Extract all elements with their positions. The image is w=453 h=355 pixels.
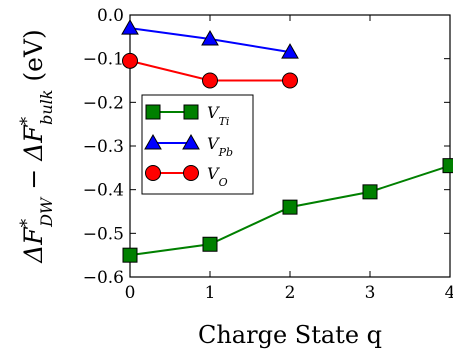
x-axis: 0 1 2 3 4 bbox=[125, 15, 453, 303]
x-tick-label: 3 bbox=[365, 283, 376, 303]
legend-marker bbox=[145, 165, 161, 181]
data-point bbox=[442, 158, 453, 174]
y-axis-label: ΔF*DW − ΔF*bulk (eV) bbox=[17, 29, 56, 264]
x-axis-label: Charge State q bbox=[198, 321, 382, 349]
legend-entry: VO bbox=[145, 164, 228, 189]
series-v-o bbox=[122, 52, 298, 89]
legend-marker bbox=[183, 104, 199, 120]
legend: VTi VPb VO bbox=[141, 94, 254, 195]
legend-label: VO bbox=[207, 164, 228, 189]
legend-label: VTi bbox=[207, 103, 229, 128]
x-tick-label: 0 bbox=[125, 283, 136, 303]
series-v-pb bbox=[121, 19, 299, 59]
data-point bbox=[122, 247, 138, 263]
data-point bbox=[282, 199, 298, 215]
y-tick-label: −0.4 bbox=[83, 181, 124, 201]
y-tick-label: 0.0 bbox=[97, 6, 124, 26]
legend-entry: VTi bbox=[145, 103, 229, 128]
y-tick-label: −0.5 bbox=[83, 224, 124, 244]
legend-entry: VPb bbox=[144, 133, 233, 159]
x-tick-label: 4 bbox=[445, 283, 453, 303]
data-point bbox=[202, 72, 218, 89]
data-point bbox=[201, 30, 219, 46]
y-tick-label: −0.2 bbox=[83, 93, 124, 113]
series-v-ti bbox=[122, 158, 453, 263]
data-point bbox=[282, 72, 298, 89]
y-tick-label: −0.1 bbox=[83, 50, 124, 70]
y-tick-label: −0.3 bbox=[83, 137, 124, 157]
legend-label: VPb bbox=[207, 134, 233, 159]
legend-marker bbox=[145, 104, 161, 120]
legend-marker bbox=[144, 133, 162, 150]
series-layer bbox=[121, 19, 453, 263]
legend-marker bbox=[182, 133, 200, 150]
y-tick-label: −0.6 bbox=[83, 268, 124, 288]
data-point bbox=[122, 52, 138, 69]
legend-marker bbox=[183, 165, 199, 181]
data-point bbox=[202, 236, 218, 252]
data-point bbox=[362, 184, 378, 200]
data-point bbox=[281, 43, 299, 59]
x-tick-label: 1 bbox=[205, 283, 216, 303]
data-point bbox=[121, 19, 139, 35]
y-axis: 0.0 −0.1 −0.2 −0.3 −0.4 −0.5 −0.6 bbox=[83, 6, 450, 288]
x-tick-label: 2 bbox=[285, 283, 296, 303]
